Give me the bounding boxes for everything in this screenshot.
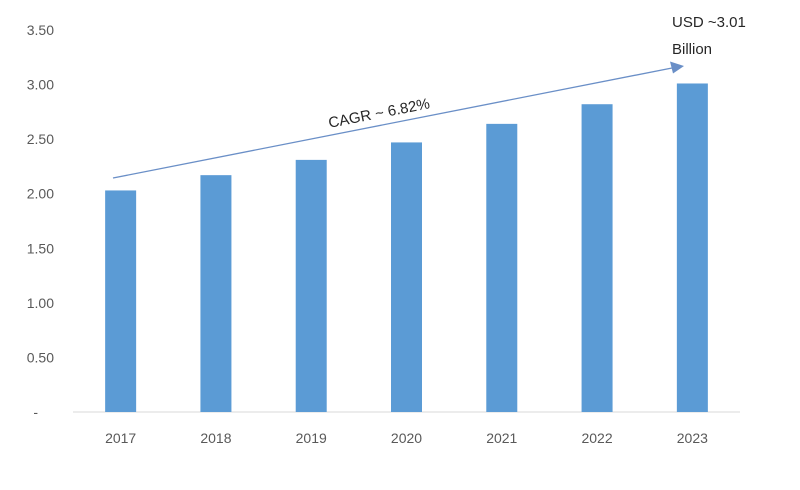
- x-tick-label: 2021: [486, 430, 517, 446]
- y-tick-label: 1.50: [27, 240, 54, 256]
- x-tick-label: 2017: [105, 430, 136, 446]
- final-value-label-line1: USD ~3.01: [672, 14, 746, 31]
- x-tick-label: 2019: [296, 430, 327, 446]
- cagr-label: CAGR ~ 6.82%: [327, 95, 431, 132]
- bar-2017: [105, 190, 137, 412]
- bar-2020: [391, 142, 422, 412]
- y-tick-label: 1.00: [27, 295, 54, 311]
- x-tick-label: 2022: [581, 430, 612, 446]
- x-tick-label: 2023: [677, 430, 708, 446]
- final-value-label-line2: Billion: [672, 41, 712, 58]
- bars: [105, 83, 708, 413]
- cagr-arrow: [112, 61, 684, 179]
- y-tick-label: 2.00: [27, 186, 54, 202]
- y-tick-label: 0.50: [27, 349, 54, 365]
- bar-2022: [581, 104, 613, 413]
- cagr-arrow-head: [670, 61, 684, 74]
- y-tick-label: 3.00: [27, 77, 54, 93]
- cagr-arrow-line: [112, 67, 673, 179]
- y-tick-label: -: [33, 404, 38, 420]
- bar-2019: [295, 159, 327, 412]
- y-axis-labels: - 0.50 1.00 1.50 2.00 2.50 3.00 3.50: [27, 22, 54, 420]
- bar-2023: [676, 83, 708, 412]
- x-tick-label: 2020: [391, 430, 422, 446]
- y-tick-label: 3.50: [27, 22, 54, 38]
- y-tick-label: 2.50: [27, 131, 54, 147]
- bar-2021: [486, 123, 518, 412]
- x-axis-labels: 2017 2018 2019 2020 2021 2022 2023: [105, 430, 708, 446]
- x-tick-label: 2018: [200, 430, 231, 446]
- bar-2018: [200, 175, 232, 412]
